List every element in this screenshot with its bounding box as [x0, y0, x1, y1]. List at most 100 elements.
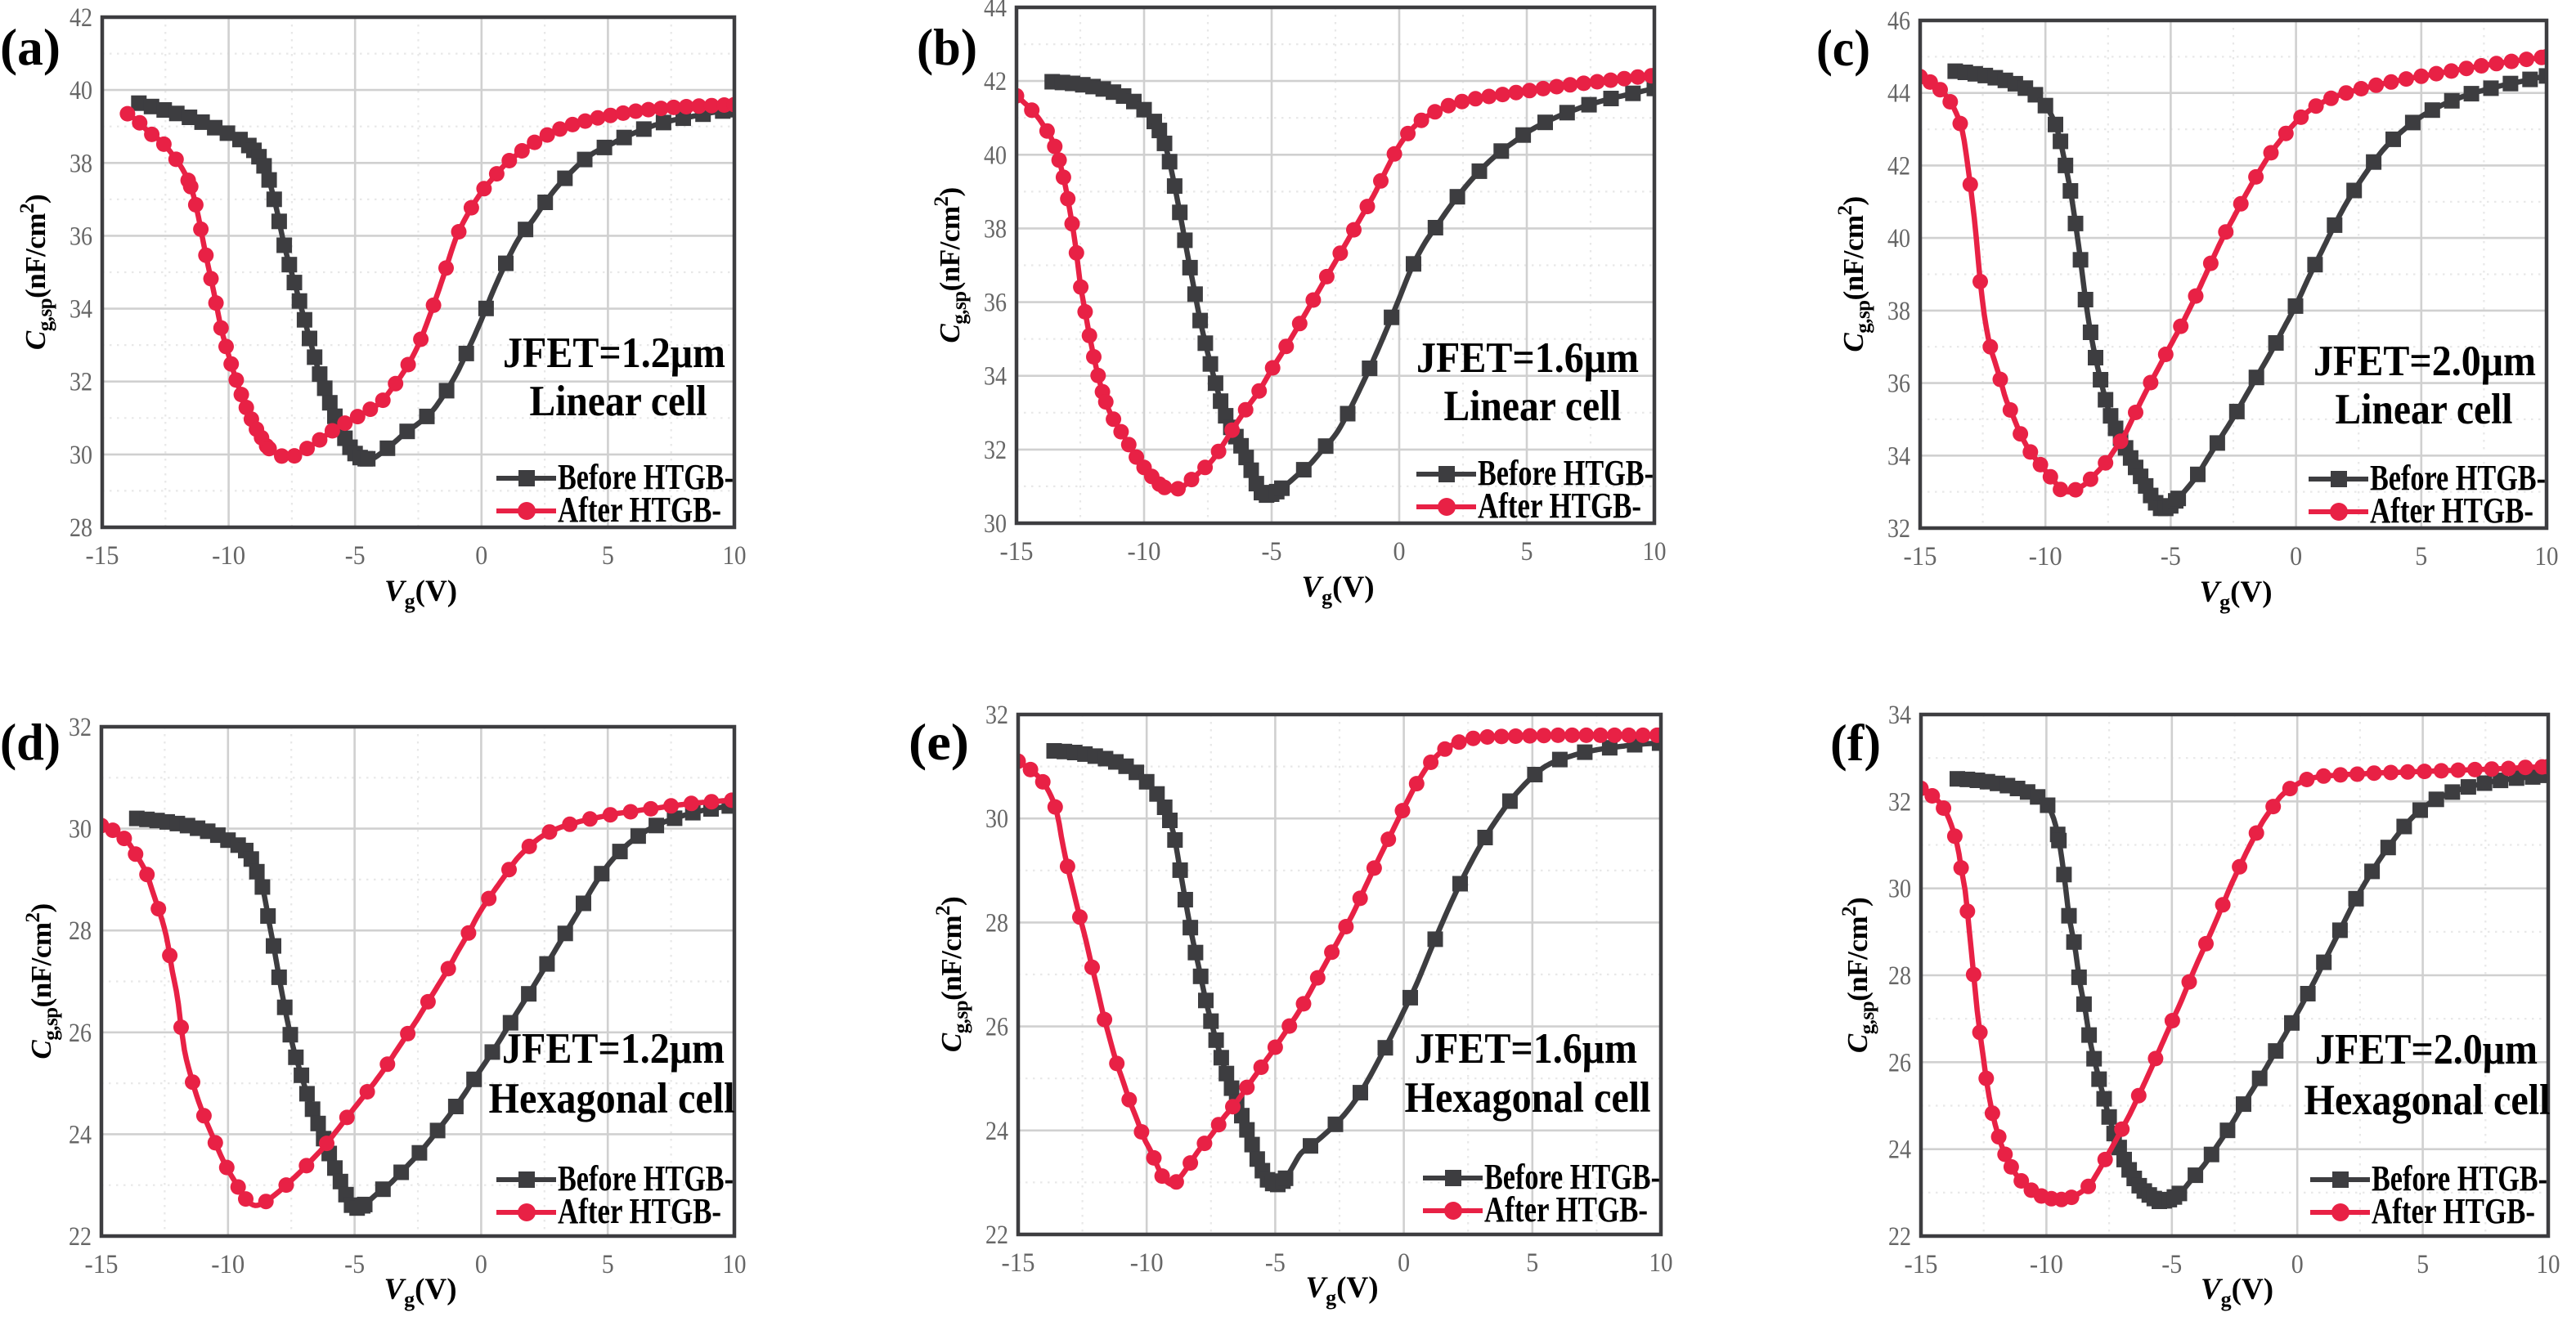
- svg-text:Vg(V): Vg(V): [1301, 571, 1374, 609]
- svg-text:38: 38: [70, 149, 92, 178]
- svg-text:10: 10: [723, 541, 747, 571]
- svg-text:0: 0: [1398, 1248, 1410, 1278]
- svg-text:Cg,sp(nF/cm2): Cg,sp(nF/cm2): [1834, 196, 1874, 352]
- svg-text:30: 30: [1888, 875, 1911, 904]
- svg-text:32: 32: [1888, 787, 1911, 817]
- svg-text:(f): (f): [1830, 714, 1881, 772]
- svg-text:(c): (c): [1816, 19, 1870, 77]
- svg-text:-15: -15: [85, 1250, 119, 1279]
- svg-text:34: 34: [1888, 701, 1911, 730]
- svg-text:Cg,sp(nF/cm2): Cg,sp(nF/cm2): [1838, 898, 1878, 1053]
- svg-text:-5: -5: [2161, 542, 2181, 571]
- svg-text:Hexagonal cell: Hexagonal cell: [2304, 1077, 2551, 1124]
- svg-text:28: 28: [70, 513, 92, 543]
- svg-text:36: 36: [1887, 370, 1910, 399]
- svg-text:(b): (b): [917, 18, 977, 76]
- svg-text:JFET=2.0μm: JFET=2.0μm: [2315, 1026, 2538, 1073]
- svg-text:30: 30: [984, 509, 1007, 539]
- svg-text:5: 5: [1526, 1248, 1538, 1278]
- svg-text:28: 28: [69, 916, 92, 946]
- svg-text:32: 32: [69, 713, 92, 742]
- svg-text:42: 42: [1887, 151, 1910, 181]
- svg-text:42: 42: [984, 67, 1007, 96]
- svg-text:-10: -10: [211, 1250, 245, 1279]
- svg-text:-10: -10: [2030, 1250, 2063, 1279]
- svg-text:(a): (a): [0, 18, 61, 76]
- svg-text:46: 46: [1887, 7, 1910, 36]
- svg-text:36: 36: [984, 289, 1007, 318]
- svg-text:Vg(V): Vg(V): [2201, 1273, 2273, 1311]
- svg-text:-5: -5: [1265, 1248, 1286, 1278]
- svg-text:Linear cell: Linear cell: [530, 378, 707, 425]
- svg-text:40: 40: [984, 141, 1007, 170]
- svg-text:38: 38: [1887, 297, 1910, 326]
- svg-text:42: 42: [70, 3, 92, 33]
- svg-text:28: 28: [985, 908, 1008, 938]
- svg-text:Vg(V): Vg(V): [384, 575, 457, 613]
- svg-text:Vg(V): Vg(V): [1305, 1271, 1378, 1310]
- svg-text:30: 30: [70, 441, 92, 470]
- svg-text:5: 5: [2415, 542, 2427, 571]
- svg-text:22: 22: [1888, 1222, 1911, 1252]
- svg-text:22: 22: [69, 1222, 92, 1252]
- svg-text:5: 5: [1521, 537, 1533, 567]
- svg-text:10: 10: [1649, 1248, 1673, 1278]
- svg-text:10: 10: [2537, 1250, 2560, 1279]
- svg-text:(d): (d): [0, 713, 61, 771]
- svg-text:38: 38: [984, 214, 1007, 244]
- svg-text:Before HTGB-: Before HTGB-: [1484, 1157, 1660, 1197]
- svg-text:40: 40: [70, 76, 92, 105]
- svg-text:Hexagonal cell: Hexagonal cell: [489, 1075, 735, 1122]
- svg-text:After HTGB-: After HTGB-: [558, 1191, 721, 1231]
- svg-text:26: 26: [985, 1013, 1008, 1042]
- svg-text:Before HTGB-: Before HTGB-: [1478, 453, 1654, 493]
- svg-text:26: 26: [1888, 1048, 1911, 1077]
- svg-text:Cg,sp(nF/cm2): Cg,sp(nF/cm2): [16, 195, 56, 350]
- svg-text:After HTGB-: After HTGB-: [2372, 1191, 2535, 1231]
- svg-text:32: 32: [984, 436, 1007, 465]
- svg-text:Vg(V): Vg(V): [384, 1273, 456, 1311]
- svg-text:10: 10: [2535, 542, 2559, 571]
- svg-text:32: 32: [985, 701, 1008, 730]
- svg-text:40: 40: [1887, 224, 1910, 253]
- svg-text:-15: -15: [86, 541, 119, 571]
- svg-text:(e): (e): [909, 713, 969, 771]
- svg-text:30: 30: [69, 815, 92, 844]
- svg-text:Before HTGB-: Before HTGB-: [2370, 458, 2546, 498]
- svg-text:Before HTGB-: Before HTGB-: [558, 1158, 734, 1198]
- svg-text:0: 0: [475, 541, 487, 571]
- svg-text:44: 44: [1887, 79, 1910, 109]
- svg-text:0: 0: [475, 1250, 487, 1279]
- svg-text:34: 34: [70, 295, 92, 325]
- svg-text:5: 5: [602, 1250, 614, 1279]
- svg-text:-15: -15: [1905, 1250, 1938, 1279]
- svg-text:After HTGB-: After HTGB-: [2370, 491, 2533, 531]
- svg-text:-5: -5: [2161, 1250, 2182, 1279]
- svg-text:-10: -10: [212, 541, 245, 571]
- svg-text:-5: -5: [344, 1250, 365, 1279]
- svg-text:36: 36: [70, 222, 92, 251]
- svg-text:34: 34: [1887, 441, 1910, 471]
- svg-text:-10: -10: [1128, 537, 1161, 567]
- svg-text:10: 10: [723, 1250, 747, 1279]
- svg-text:Linear cell: Linear cell: [2336, 386, 2513, 433]
- svg-text:0: 0: [2290, 542, 2302, 571]
- svg-text:28: 28: [1888, 961, 1911, 991]
- svg-text:32: 32: [70, 368, 92, 397]
- svg-text:44: 44: [984, 0, 1007, 23]
- svg-text:After HTGB-: After HTGB-: [1484, 1189, 1648, 1230]
- svg-text:Hexagonal cell: Hexagonal cell: [1405, 1074, 1651, 1122]
- svg-text:-5: -5: [1262, 537, 1282, 567]
- svg-text:0: 0: [1393, 537, 1406, 567]
- svg-text:Vg(V): Vg(V): [2199, 576, 2272, 614]
- svg-text:JFET=1.2μm: JFET=1.2μm: [503, 329, 725, 377]
- svg-text:JFET=1.6μm: JFET=1.6μm: [1416, 334, 1639, 382]
- svg-text:Before HTGB-: Before HTGB-: [2372, 1158, 2547, 1198]
- svg-text:Before HTGB-: Before HTGB-: [558, 457, 734, 497]
- svg-text:34: 34: [984, 362, 1007, 392]
- svg-text:JFET=2.0μm: JFET=2.0μm: [2313, 338, 2536, 385]
- svg-text:5: 5: [602, 541, 614, 571]
- svg-text:-10: -10: [2029, 542, 2062, 571]
- svg-text:After HTGB-: After HTGB-: [558, 490, 721, 530]
- svg-text:JFET=1.6μm: JFET=1.6μm: [1415, 1025, 1637, 1073]
